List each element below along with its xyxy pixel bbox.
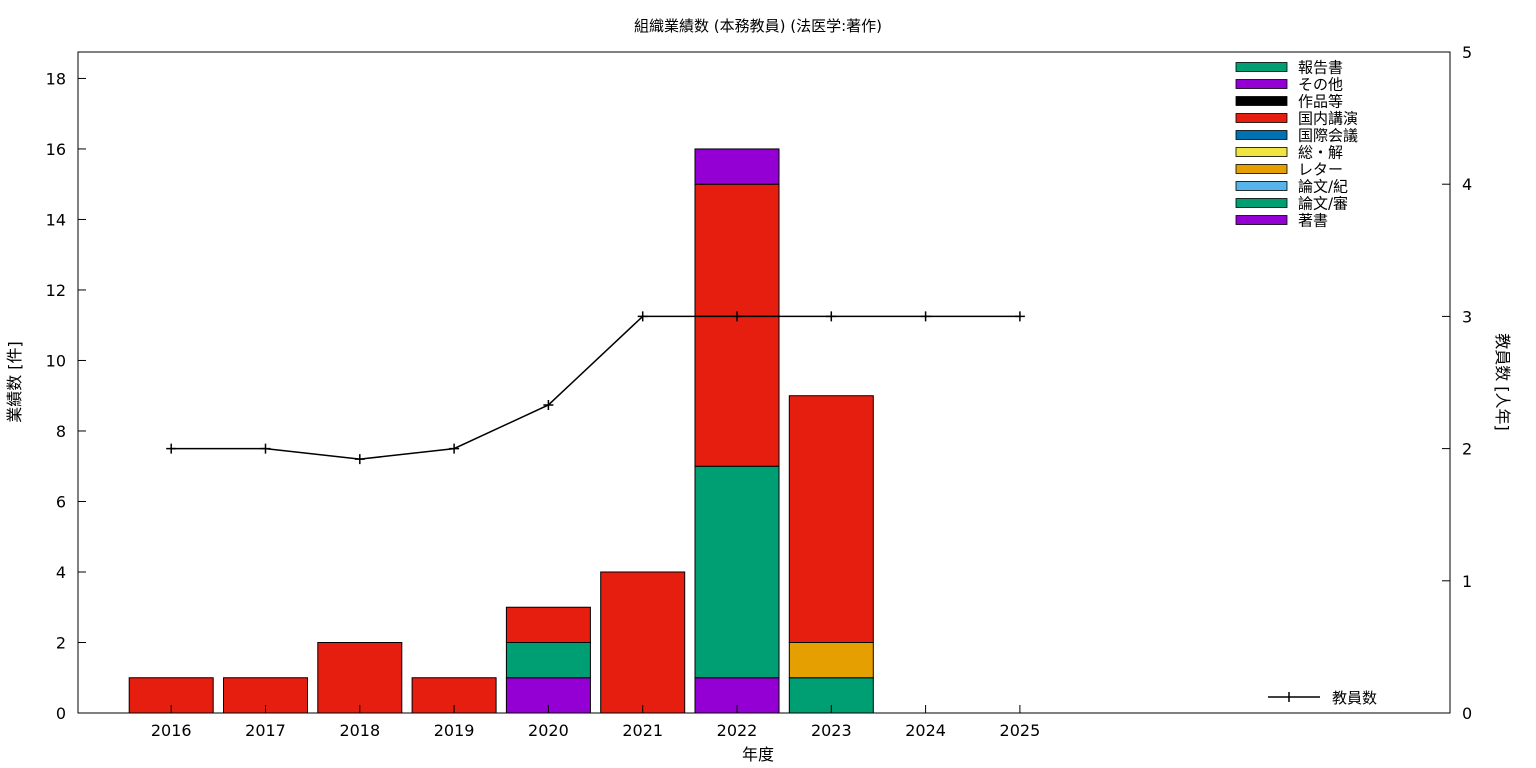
bar-segment [788,641,874,679]
y-tick-label: 12 [46,281,66,300]
y-tick-label: 8 [56,422,66,441]
legend-label: 論文/紀 [1298,178,1348,196]
y-tick-label: 6 [56,492,66,511]
legend-label: その他 [1298,76,1343,94]
x-tick-label: 2024 [905,721,946,740]
bar-segment [317,641,403,714]
y2-tick-label: 1 [1462,572,1472,591]
y2-axis-label: 教員数 [人年] [1493,333,1512,431]
line-series [171,315,1020,460]
line-point [543,399,554,410]
y2-tick-label: 3 [1462,307,1472,326]
legend-label: 国際会議 [1298,127,1358,145]
y-tick-label: 0 [56,704,66,723]
y2-tick-label: 2 [1462,440,1472,459]
legend-label: レター [1298,161,1343,179]
x-tick-label: 2023 [811,721,852,740]
x-tick-label: 2016 [151,721,192,740]
line-point [826,311,837,322]
bar-segment [694,465,780,679]
y2-tick-label: 0 [1462,704,1472,723]
legend-swatch [1235,96,1288,106]
bar-segment [505,641,591,679]
line-point [637,311,648,322]
x-axis: 2016 2017 2018 2019 2020 2021 2022 2023 2024 2025 [151,705,1040,740]
legend-swatch [1235,130,1288,140]
legend-label: 論文/審 [1298,195,1348,213]
x-tick-label: 2021 [622,721,663,740]
y2-tick-label: 4 [1462,175,1472,194]
legend-swatch [1235,62,1288,72]
y-tick-label: 14 [46,210,66,229]
y-axis-right: 0 1 2 3 4 5 [1442,43,1472,723]
y-tick-label: 2 [56,633,66,652]
bar-segment [505,606,591,643]
line-point [732,311,742,322]
bar-segment [788,395,874,643]
x-tick-label: 2025 [1000,721,1041,740]
line-point [354,454,365,465]
legend-label: 国内講演 [1298,110,1358,128]
y-tick-label: 16 [46,140,66,159]
x-tick-label: 2020 [528,721,569,740]
line-point [260,443,271,454]
bar-segment [694,148,780,185]
x-axis-label: 年度 [742,745,774,764]
legend-swatch [1235,181,1288,191]
legend-swatch [1235,147,1288,157]
y2-tick-label: 5 [1462,43,1472,62]
line-point [1014,311,1025,322]
bars-layer [128,148,874,714]
y-axis-left: 0 2 4 6 8 10 12 14 16 18 [46,69,86,723]
bar-segment [694,183,780,467]
chart-title: 組織業績数 (本務教員) (法医学:著作) [634,17,882,35]
x-tick-label: 2018 [339,721,380,740]
x-tick-label: 2022 [717,721,758,740]
x-tick-label: 2019 [434,721,475,740]
legend-label: 作品等 [1298,93,1343,111]
y-tick-label: 10 [46,351,66,370]
line-point [449,443,460,454]
y-tick-label: 4 [56,563,66,582]
line-point [920,311,931,322]
legend-swatch [1235,198,1288,208]
y-tick-label: 18 [46,69,66,88]
legend-label: 著書 [1298,212,1328,230]
legend-swatch [1235,113,1288,123]
y-axis-label: 業績数 [件] [5,341,24,423]
legend-label: 報告書 [1298,59,1343,77]
legend-label: 総・解 [1298,144,1343,162]
legend-swatch [1235,164,1288,174]
x-tick-label: 2017 [245,721,286,740]
bar-segment [600,571,686,714]
legend-swatch [1235,79,1288,89]
line-layer [166,311,1025,465]
plot-frame [77,51,1451,714]
legend-swatch [1235,215,1288,225]
bar-segment [411,677,497,714]
legend-label: 教員数 [1332,689,1377,707]
line-point [166,443,177,454]
